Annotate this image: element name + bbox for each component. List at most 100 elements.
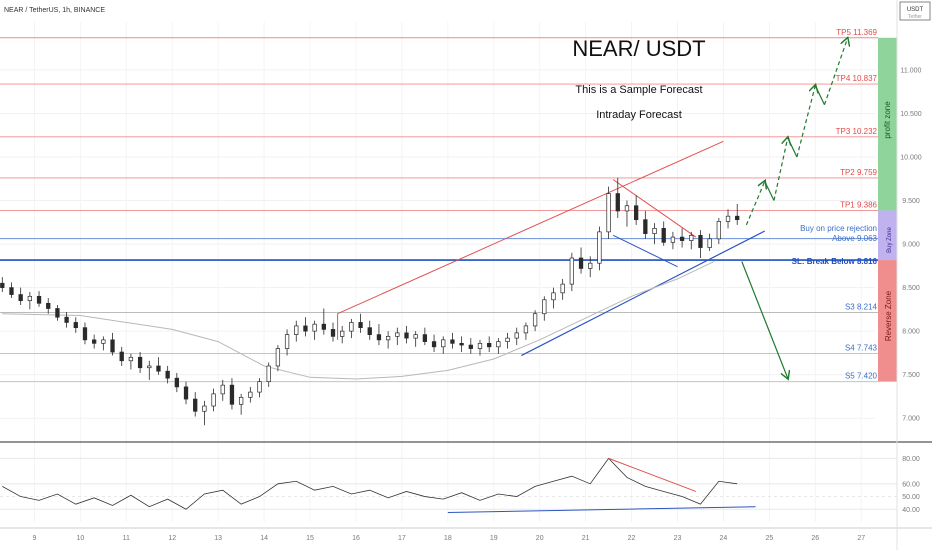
price-tick-label: 11.000 [901, 67, 922, 74]
candle-body [670, 236, 676, 243]
forecast-arrow [764, 181, 775, 201]
candle-body [27, 295, 33, 302]
forecast-arrow [745, 181, 764, 226]
time-tick-label: 19 [490, 535, 498, 542]
time-tick-label: 9 [32, 535, 36, 542]
candle-body [9, 287, 14, 295]
currency-badge-label: USDT [907, 7, 924, 13]
price-tick-label: 9.500 [902, 198, 920, 205]
rsi-tick-label: 50.00 [902, 494, 920, 501]
time-tick-label: 15 [306, 535, 314, 542]
candle-body [229, 384, 235, 405]
forecast-arrow [796, 86, 815, 158]
level-label: S5 7.420 [845, 372, 878, 381]
chart-subtitle-2: Intraday Forecast [596, 109, 682, 121]
candle-body [422, 334, 428, 342]
candle-body [312, 323, 317, 332]
sl-note: SL: Break Below 8.816 [792, 257, 878, 266]
forecast-arrow [773, 138, 788, 201]
level-label: TP4 10.837 [836, 74, 878, 83]
level-label: TP2 9.759 [840, 168, 877, 177]
level-label: S3 8.214 [845, 303, 878, 312]
candle-body [523, 325, 529, 334]
candle-body [101, 339, 106, 344]
price-tick-label: 9.000 [902, 242, 920, 249]
time-tick-label: 27 [857, 535, 865, 542]
candle-body [238, 396, 244, 405]
rsi-trend-red [608, 457, 697, 492]
candle-body [294, 325, 299, 335]
level-label: TP5 11.369 [836, 28, 877, 37]
candle-body [303, 325, 308, 332]
time-tick-label: 11 [123, 535, 130, 542]
candle-body [597, 231, 602, 264]
candle-body [119, 351, 124, 362]
candle-body [679, 236, 685, 241]
candle-body [735, 215, 740, 221]
candle-body [496, 341, 501, 348]
candle-body [431, 341, 437, 348]
candle-body [441, 339, 446, 348]
candle-body [0, 282, 5, 288]
candle-body [643, 219, 648, 234]
trend-line-blue-support [521, 230, 766, 357]
time-tick-label: 26 [811, 535, 819, 542]
reverse-zone [878, 260, 897, 382]
time-tick-label: 13 [214, 535, 222, 542]
candle-body [707, 238, 712, 248]
candle-body [92, 339, 97, 344]
candle-body [248, 391, 253, 398]
symbol-line: NEAR / TetherUS, 1h, BINANCE [4, 7, 105, 14]
trend-line-red-down [612, 179, 697, 238]
time-tick-label: 12 [168, 535, 176, 542]
level-label: S4 7.743 [845, 344, 878, 353]
price-tick-label: 8.500 [902, 285, 920, 292]
price-tick-label: 7.500 [902, 372, 920, 379]
time-tick-label: 18 [444, 535, 452, 542]
candle-body [73, 322, 78, 329]
forecast-arrow [823, 39, 847, 105]
candle-body [156, 365, 161, 372]
zone-reverse-label: Reverse Zone [884, 290, 893, 341]
candle-body [661, 228, 666, 243]
candle-body [725, 215, 731, 222]
candle-body [569, 257, 575, 285]
candle-body [36, 295, 42, 304]
currency-badge-sub: Tether [908, 14, 922, 20]
candle-body [532, 313, 538, 327]
currency-badge [899, 1, 931, 21]
rsi-tick-label: 60.00 [902, 481, 920, 488]
candle-body [376, 334, 382, 341]
rsi-line [2, 457, 738, 510]
candle-body [578, 257, 584, 269]
time-tick-label: 17 [398, 535, 406, 542]
candle-body [183, 386, 189, 400]
candle-body [128, 356, 134, 362]
candle-body [275, 348, 281, 367]
buy-zone [878, 210, 897, 261]
candle-body [385, 336, 391, 341]
candle-body [459, 342, 464, 346]
candle-body [284, 334, 290, 349]
candle-body [55, 308, 60, 318]
candle-body [689, 235, 694, 241]
candle-body [588, 262, 593, 269]
level-label: TP1 9.386 [840, 200, 877, 209]
trend-line-blue-channel [612, 234, 678, 268]
candle-body [367, 327, 372, 335]
chart-title: NEAR/ USDT [572, 36, 705, 61]
level-label: TP3 10.232 [836, 127, 878, 136]
candle-body [468, 344, 473, 349]
candle-body [202, 405, 207, 412]
candle-body [257, 381, 262, 393]
buy-note: Buy on price rejection [800, 224, 877, 233]
candle-body [266, 365, 271, 383]
forecast-arrow [787, 137, 798, 158]
time-tick-label: 20 [536, 535, 544, 542]
price-tick-label: 10.000 [900, 154, 922, 161]
candle-body [487, 342, 492, 348]
candle-body [147, 365, 152, 369]
candle-body [211, 393, 216, 407]
